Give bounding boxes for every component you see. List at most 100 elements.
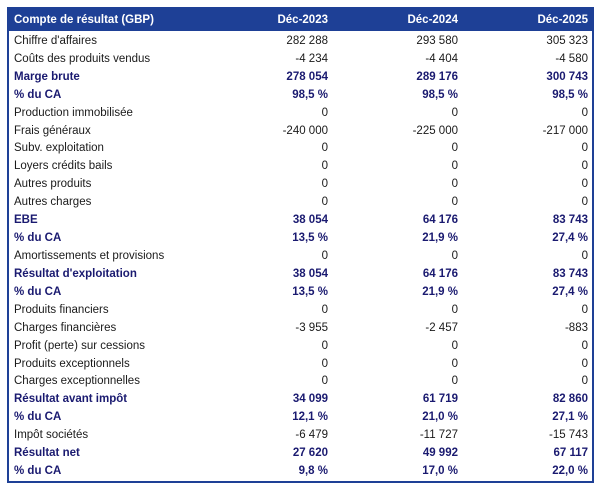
column-header-dec-2023: Déc-2023 [277, 14, 328, 26]
row-label: EBE [14, 214, 38, 227]
table-row: Marge brute 278 054 289 176 300 743 [9, 68, 592, 86]
row-value: 0 [581, 106, 588, 119]
row-label: Résultat net [14, 447, 80, 460]
row-value: 278 054 [286, 70, 328, 83]
row-value: 293 580 [416, 34, 458, 47]
table-row: Autres produits 0 0 0 [9, 175, 592, 193]
row-value: 0 [321, 357, 328, 370]
column-header-dec-2024: Déc-2024 [407, 14, 458, 26]
row-value: 67 117 [553, 447, 588, 460]
row-value: 13,5 % [292, 232, 328, 245]
table-row: EBE 38 054 64 176 83 743 [9, 211, 592, 229]
row-label: Charges financières [14, 321, 117, 334]
table-row: Loyers crédits bails 0 0 0 [9, 157, 592, 175]
row-value: 0 [321, 196, 328, 209]
row-value: 64 176 [422, 214, 458, 227]
row-label: Coûts des produits vendus [14, 52, 151, 65]
row-label: Subv. exploitation [14, 142, 104, 155]
table-row: Coûts des produits vendus -4 234 -4 404 -4 … [9, 50, 592, 68]
table-row: Profit (perte) sur cessions 0 0 0 [9, 337, 592, 355]
row-value: 27,4 % [552, 285, 588, 298]
row-value: 300 743 [546, 70, 588, 83]
table-row: Frais généraux -240 000 -225 000 -217 000 [9, 122, 592, 140]
table-row: Autres charges 0 0 0 [9, 193, 592, 211]
row-value: 282 288 [286, 34, 328, 47]
table-header-title: Compte de résultat (GBP) [14, 14, 154, 26]
row-label: Marge brute [14, 70, 80, 83]
table-row: Produits financiers 0 0 0 [9, 301, 592, 319]
row-value: -883 [564, 321, 588, 334]
row-label: Loyers crédits bails [14, 160, 113, 173]
row-label: Impôt sociétés [14, 429, 89, 442]
table-row: % du CA 13,5 % 21,9 % 27,4 % [9, 283, 592, 301]
row-value: 13,5 % [292, 285, 328, 298]
row-label: Produits financiers [14, 303, 109, 316]
row-value: 0 [581, 375, 588, 388]
table-row: Produits exceptionnels 0 0 0 [9, 355, 592, 373]
row-value: 27 620 [292, 447, 328, 460]
row-value: 0 [451, 303, 458, 316]
row-value: 0 [581, 357, 588, 370]
row-value: 98,5 % [292, 88, 328, 101]
row-value: 0 [321, 375, 328, 388]
table-row: % du CA 13,5 % 21,9 % 27,4 % [9, 229, 592, 247]
row-label: Profit (perte) sur cessions [14, 339, 146, 352]
row-value: 34 099 [292, 393, 328, 406]
row-value: 82 860 [552, 393, 588, 406]
row-value: 64 176 [422, 267, 458, 280]
row-label: Chiffre d'affaires [14, 34, 97, 47]
row-value: 98,5 % [422, 88, 458, 101]
row-value: -15 743 [548, 429, 588, 442]
row-label: Amortissements et provisions [14, 250, 165, 263]
row-value: 98,5 % [552, 88, 588, 101]
table-row: Résultat net 27 620 49 992 67 117 [9, 444, 592, 462]
row-value: 9,8 % [298, 465, 328, 478]
row-label: Production immobilisée [14, 106, 133, 119]
row-value: 0 [321, 339, 328, 352]
row-value: -240 000 [282, 124, 328, 137]
row-value: 27,1 % [552, 411, 588, 424]
row-value: 21,9 % [422, 232, 458, 245]
table-row: Chiffre d'affaires 282 288 293 580 305 323 [9, 32, 592, 50]
row-label: % du CA [14, 465, 62, 478]
row-value: -225 000 [412, 124, 458, 137]
table-row: % du CA 98,5 % 98,5 % 98,5 % [9, 86, 592, 104]
table-row: % du CA 12,1 % 21,0 % 27,1 % [9, 408, 592, 426]
row-value: 83 743 [552, 267, 588, 280]
table-row: Résultat avant impôt 34 099 61 719 82 860 [9, 390, 592, 408]
row-value: 0 [321, 250, 328, 263]
row-value: -217 000 [542, 124, 588, 137]
row-value: -4 580 [555, 52, 588, 65]
row-value: 0 [321, 142, 328, 155]
row-value: 83 743 [552, 214, 588, 227]
row-value: 0 [451, 142, 458, 155]
row-value: 38 054 [292, 267, 328, 280]
row-value: 0 [321, 178, 328, 191]
row-value: 289 176 [416, 70, 458, 83]
table-row: Amortissements et provisions 0 0 0 [9, 247, 592, 265]
row-value: 0 [451, 357, 458, 370]
table-row: % du CA 9,8 % 17,0 % 22,0 % [9, 462, 592, 480]
row-value: 0 [451, 250, 458, 263]
table-row: Production immobilisée 0 0 0 [9, 104, 592, 122]
row-label: Charges exceptionnelles [14, 375, 140, 388]
row-value: 0 [581, 178, 588, 191]
row-value: 17,0 % [422, 465, 458, 478]
row-label: Résultat avant impôt [14, 393, 128, 406]
income-statement-table: Compte de résultat (GBP) Déc-2023 Déc-20… [7, 7, 594, 483]
row-label: Autres produits [14, 178, 92, 191]
row-value: 49 992 [422, 447, 458, 460]
row-value: 21,0 % [422, 411, 458, 424]
row-label: Produits exceptionnels [14, 357, 130, 370]
table-header-row: Compte de résultat (GBP) Déc-2023 Déc-20… [9, 9, 592, 31]
row-value: -4 234 [295, 52, 328, 65]
row-value: 0 [451, 160, 458, 173]
row-value: -2 457 [425, 321, 458, 334]
row-label: % du CA [14, 232, 62, 245]
row-value: -4 404 [425, 52, 458, 65]
row-label: Frais généraux [14, 124, 91, 137]
row-value: 22,0 % [552, 465, 588, 478]
table-row: Charges financières -3 955 -2 457 -883 [9, 319, 592, 337]
row-label: % du CA [14, 285, 62, 298]
row-value: 305 323 [546, 34, 588, 47]
